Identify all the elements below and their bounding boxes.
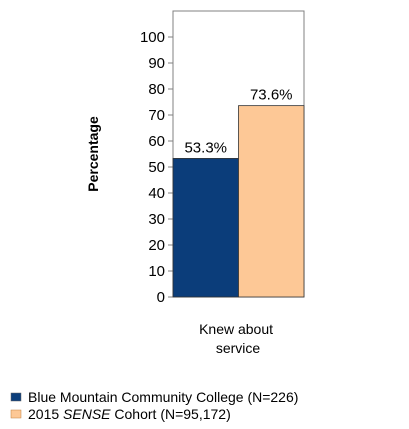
- y-tick-label: 0: [157, 289, 165, 306]
- y-tick-label: 90: [148, 55, 165, 72]
- legend-swatch-sense-cohort: [10, 409, 22, 419]
- y-tick-label: 40: [148, 185, 165, 202]
- y-tick-label: 50: [148, 159, 165, 176]
- bar-series-1: [238, 105, 305, 298]
- legend-label-sense-cohort: 2015 SENSE Cohort (N=95,172): [28, 406, 231, 422]
- y-tick-label: 80: [148, 81, 165, 98]
- legend-label-blue-mountain: Blue Mountain Community College (N=226): [28, 389, 298, 405]
- y-axis: 0 10 20 30 40 50 60 70 80 90 100: [140, 29, 173, 306]
- y-tick-label: 30: [148, 211, 165, 228]
- bars: [172, 105, 305, 298]
- y-axis-label: Percentage: [85, 116, 101, 192]
- y-tick-label: 60: [148, 133, 165, 150]
- legend-swatch-blue-mountain: [10, 392, 22, 402]
- legend-label-prefix: 2015: [28, 406, 63, 422]
- legend: Blue Mountain Community College (N=226) …: [10, 389, 298, 422]
- bar-series-0: [172, 158, 239, 298]
- data-label-series-0: 53.3%: [184, 139, 227, 156]
- y-tick-label: 100: [140, 29, 165, 46]
- category-label: Knew about service: [199, 321, 277, 356]
- data-labels: 53.3% 73.6%: [184, 87, 292, 157]
- y-tick-label: 70: [148, 107, 165, 124]
- legend-label-italic: SENSE: [63, 406, 111, 422]
- y-tick-label: 10: [148, 263, 165, 280]
- category-label-line-2: service: [216, 340, 261, 356]
- category-label-line-1: Knew about: [199, 321, 273, 337]
- y-tick-label: 20: [148, 237, 165, 254]
- data-label-series-1: 73.6%: [250, 87, 293, 104]
- legend-label-suffix: Cohort (N=95,172): [111, 406, 231, 422]
